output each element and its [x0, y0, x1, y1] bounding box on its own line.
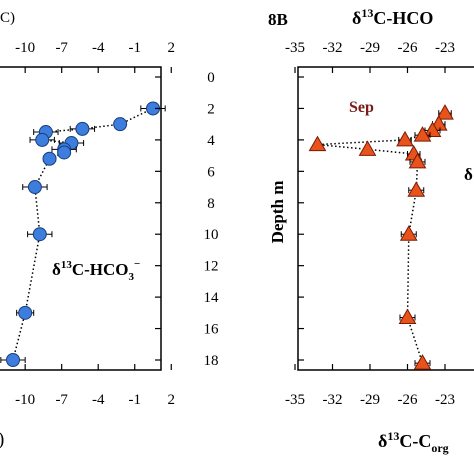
panel-right-plot-area: [308, 104, 454, 370]
panel-right-bottom-ticks: -35 -32 -29 -26 -23: [285, 364, 455, 408]
data-point-circle: [27, 180, 42, 195]
data-point-circle: [18, 305, 33, 320]
panel-left-bottom-ticks: -10 -7 -4 -1 2: [15, 364, 175, 408]
panel-right-top-tick-label: -35: [285, 40, 305, 56]
data-point-triangle: [413, 126, 432, 142]
panel-left: C) -10 -7 -4 -1 2 -10 -7 -4 -1 2 ) δ13C-HCO3−: [0, 10, 175, 450]
depth-tick-label: 14: [204, 290, 220, 306]
depth-tick-label: 12: [204, 259, 219, 275]
panel-right-label: 8B: [268, 10, 288, 29]
series-line: [317, 112, 446, 364]
data-point-triangle: [407, 181, 426, 197]
panel-left-top-tick-label: -1: [128, 40, 141, 56]
panel-left-frame: [0, 66, 162, 371]
panel-left-bottom-tick-label: -7: [55, 392, 68, 408]
panel-left-bottom-tick-label: -10: [15, 392, 35, 408]
panel-left-bottom-tick-label: -1: [128, 392, 141, 408]
depth-axis-ticks: 0 2 4 6 8 10 12 14 16 18: [155, 70, 304, 369]
data-point-triangle: [436, 104, 454, 120]
data-point-circle: [57, 145, 72, 160]
panel-left-top-tick-label: -4: [92, 40, 105, 56]
panel-left-bottom-tick-label: 2: [168, 392, 176, 408]
data-point-triangle: [396, 130, 414, 147]
panel-right-bottom-tick-label: -35: [285, 392, 305, 408]
panel-right-bottom-tick-label: -32: [323, 392, 343, 408]
data-point-triangle: [398, 308, 417, 325]
panel-right-bottom-axis-label: δ13C-Corg: [378, 429, 449, 455]
panel-right-y-axis-label: Depth m: [268, 181, 287, 244]
depth-tick-label: 16: [204, 322, 220, 338]
panel-left-plot-area: [0, 101, 166, 367]
panel-left-top-ticks: -10 -7 -4 -1 2: [15, 40, 175, 73]
depth-tick-label: 10: [204, 227, 219, 243]
panel-right-top-axis-label: δ13C-HCO: [352, 6, 433, 28]
data-point-circle: [32, 227, 47, 242]
panel-left-top-tick-label: -10: [15, 40, 35, 56]
panel-right-annotation-sep: Sep: [349, 99, 374, 116]
panel-right-bottom-tick-label: -29: [360, 392, 380, 408]
panel-right-bottom-tick-label: -23: [435, 392, 455, 408]
data-point-triangle: [399, 225, 418, 241]
depth-tick-label: 2: [207, 101, 215, 117]
panel-right-top-ticks: -35 -32 -29 -26 -23: [285, 40, 455, 73]
data-point-triangle: [308, 135, 327, 152]
panel-right-top-tick-label: -26: [398, 40, 418, 56]
panel-right: 8B δ13C-HCO -35 -32 -29 -26 -23 Depth m Sep …: [268, 6, 474, 455]
data-point-circle: [35, 132, 50, 147]
panel-right-top-tick-label: -29: [360, 40, 380, 56]
data-point-circle: [113, 117, 128, 132]
panel-left-bottom-tick-label: -4: [92, 392, 105, 408]
panel-left-top-tick-label: -7: [55, 40, 68, 56]
panel-right-top-tick-label: -32: [323, 40, 343, 56]
data-point-circle: [42, 151, 57, 166]
panel-left-series-label: δ13C-HCO3−: [52, 258, 140, 283]
depth-tick-label: 6: [207, 164, 215, 180]
panel-right-frame: [297, 66, 474, 371]
depth-tick-label: 18: [204, 353, 219, 369]
depth-tick-label: 0: [207, 70, 215, 86]
data-point-triangle: [423, 121, 442, 137]
panel-left-top-axis-label: C): [0, 10, 15, 26]
panel-right-bottom-tick-label: -26: [398, 392, 418, 408]
data-point-triangle: [358, 140, 377, 156]
panel-left-bottom-axis-label: ): [0, 429, 4, 450]
data-point-circle: [75, 121, 90, 136]
depth-tick-label: 8: [207, 196, 215, 212]
data-point-circle: [6, 353, 20, 367]
panel-right-top-tick-label: -23: [435, 40, 455, 56]
data-point-triangle: [408, 152, 427, 169]
panel-left-top-tick-label: 2: [168, 40, 176, 56]
panel-right-annotation-delta: δ: [464, 165, 473, 184]
depth-tick-label: 4: [207, 133, 215, 149]
data-point-triangle: [413, 354, 432, 370]
